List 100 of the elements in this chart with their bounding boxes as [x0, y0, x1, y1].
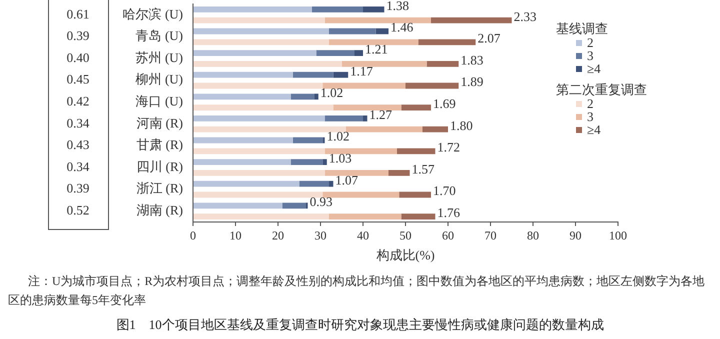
- annotation: 1.21: [365, 41, 388, 56]
- annotation: 1.69: [433, 96, 456, 111]
- bar: [292, 137, 323, 144]
- bar: [329, 180, 334, 187]
- bar: [292, 72, 334, 78]
- bar: [354, 50, 363, 56]
- annotation: 1.02: [326, 128, 350, 144]
- annotation: 1.07: [335, 172, 358, 188]
- x-tick-label: 100: [609, 228, 627, 242]
- x-tick-label: 40: [357, 228, 369, 242]
- bar: [316, 50, 354, 56]
- x-axis-title: 构成比(%): [375, 248, 435, 263]
- bar: [282, 202, 306, 209]
- x-tick-label: 30: [314, 228, 326, 242]
- annotation: 1.76: [437, 204, 460, 220]
- bar: [363, 116, 368, 122]
- y-tick-label: 河南 (R): [136, 115, 183, 130]
- annotation: 2.33: [514, 8, 536, 24]
- text: 0.39: [66, 28, 90, 44]
- y-tick-label: 甘肃 (R): [136, 137, 183, 152]
- bar: [194, 159, 291, 165]
- annotation: 1.89: [460, 74, 484, 90]
- text: 0.34: [66, 158, 90, 174]
- bar: [333, 104, 402, 110]
- bar: [406, 82, 459, 89]
- bar: [194, 170, 325, 176]
- bar: [194, 202, 282, 209]
- legend-label: ≥4: [587, 122, 601, 137]
- bar: [299, 180, 329, 187]
- bar: [314, 94, 318, 100]
- text: 注：U为城市项目点；R为农村项目点；调整年龄及性别的构成比和均值；图中数值为各地区的平均患病数；地区左侧数字为各地区的患病数量每5年变化率: [8, 273, 706, 309]
- bar: [194, 50, 316, 56]
- bar: [324, 116, 363, 122]
- x-tick-label: 70: [484, 228, 496, 242]
- bar: [329, 214, 402, 220]
- bar: [322, 192, 400, 198]
- y-tick-label: 苏州 (U): [136, 50, 183, 65]
- bar: [329, 39, 418, 46]
- legend-label: 2: [587, 35, 594, 50]
- y-tick-label: 海口 (U): [136, 94, 183, 109]
- bar: [194, 6, 312, 12]
- y-tick-label: 青岛 (U): [136, 28, 183, 44]
- annotation: 第二次重复调查: [556, 82, 647, 97]
- text: 0.42: [66, 94, 90, 109]
- annotation: 1.83: [460, 52, 484, 68]
- bar: [418, 39, 476, 46]
- bar: [397, 148, 436, 154]
- text: 图1 10个项目地区基线及重复调查时研究对象现患主要慢性病或健康问题的数量构成: [115, 316, 605, 334]
- x-tick-label: 80: [527, 228, 539, 242]
- x-tick-label: 60: [442, 228, 454, 242]
- text: 0.52: [66, 202, 90, 218]
- annotation: 1.27: [369, 106, 392, 122]
- bar: [329, 28, 376, 34]
- bar: [290, 94, 314, 100]
- bar: [194, 17, 325, 24]
- bar: [194, 192, 323, 198]
- text: 0.39: [66, 180, 90, 196]
- y-tick-label: 湖南 (R): [136, 202, 183, 218]
- legend-label: 2: [587, 96, 594, 111]
- bar: [324, 148, 397, 154]
- bar: [194, 61, 342, 67]
- bar: [322, 82, 406, 89]
- bar: [401, 214, 436, 220]
- bar: [194, 126, 346, 132]
- text: 0.43: [66, 137, 90, 152]
- bar: [422, 126, 448, 132]
- x-tick-label: 0: [190, 228, 196, 242]
- bar: [194, 180, 300, 187]
- bar: [194, 82, 323, 89]
- bar: [194, 28, 329, 34]
- bar: [194, 148, 325, 154]
- legend-label: ≥4: [587, 61, 601, 76]
- bar: [346, 126, 422, 132]
- bar: [363, 6, 384, 12]
- x-tick-label: 10: [230, 228, 242, 242]
- bar: [324, 17, 431, 24]
- bar: [194, 94, 291, 100]
- y-tick-label: 哈尔滨 (U): [122, 6, 183, 22]
- annotation: 1.57: [412, 161, 435, 176]
- annotation: 1.17: [350, 63, 374, 78]
- annotation: 基线调查: [556, 21, 609, 36]
- y-tick-label: 浙江 (R): [136, 180, 183, 196]
- bar: [401, 104, 431, 110]
- y-tick-label: 柳州 (U): [136, 72, 183, 87]
- bar: [322, 159, 327, 165]
- annotation: 2.07: [478, 30, 501, 46]
- x-tick-label: 20: [272, 228, 284, 242]
- text: 0.40: [66, 50, 90, 65]
- annotation: 1.80: [450, 118, 473, 133]
- bar: [388, 170, 410, 176]
- annotation: 0.93: [310, 194, 332, 210]
- x-tick-label: 90: [570, 228, 582, 242]
- bar: [312, 6, 363, 12]
- text: 0.34: [66, 115, 90, 130]
- annotation: 1.46: [390, 20, 414, 35]
- bar: [194, 214, 329, 220]
- annotation: 1.02: [320, 85, 344, 100]
- annotation: 1.03: [328, 150, 352, 166]
- bar: [376, 28, 388, 34]
- bar: [290, 159, 323, 165]
